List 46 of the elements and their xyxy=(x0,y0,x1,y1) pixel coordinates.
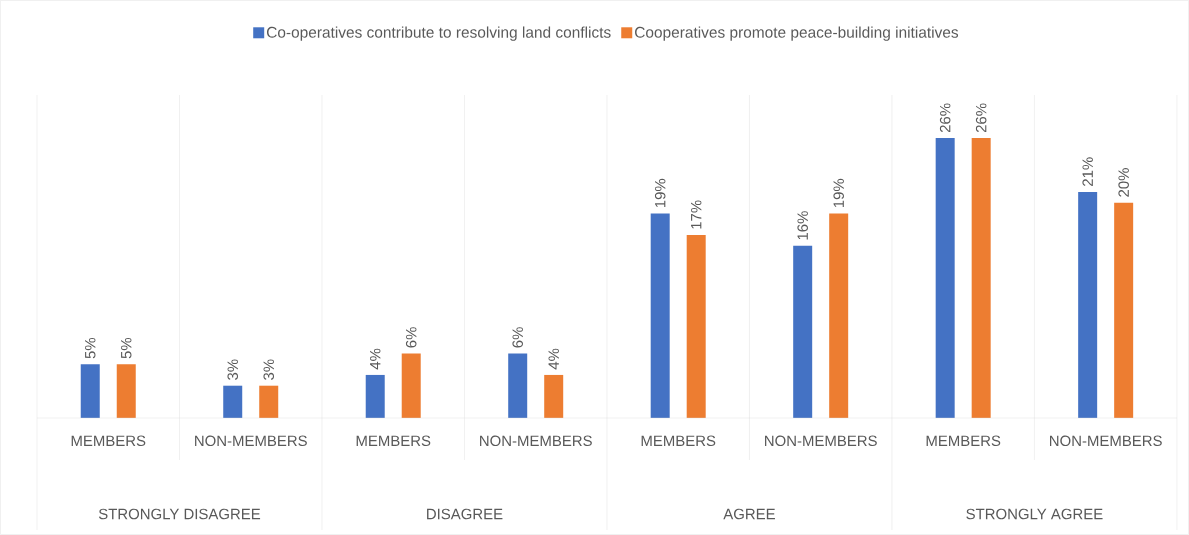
x-tick-label: MEMBERS xyxy=(926,435,1001,447)
bar xyxy=(793,245,813,418)
data-label: 3% xyxy=(263,359,275,380)
bar xyxy=(401,353,421,418)
bar xyxy=(223,385,243,418)
bar xyxy=(80,364,100,418)
bar xyxy=(1078,191,1098,418)
data-label: 26% xyxy=(975,103,987,133)
x-tick-label: NON-MEMBERS xyxy=(195,435,307,447)
data-label: 20% xyxy=(1118,168,1129,197)
data-label: 6% xyxy=(512,327,523,348)
bar xyxy=(116,364,136,418)
data-label: 5% xyxy=(85,337,96,359)
data-label: 26% xyxy=(939,103,951,133)
bar xyxy=(508,353,528,418)
x-tick-label: NON-MEMBERS xyxy=(1050,435,1162,447)
bar xyxy=(686,234,706,418)
x-tick-label: MEMBERS xyxy=(641,435,716,447)
bar xyxy=(935,138,955,418)
bar xyxy=(650,213,670,418)
text: STRONGLY DISAGREE xyxy=(98,508,261,520)
data-label: 16% xyxy=(797,211,808,240)
data-label: 6% xyxy=(405,327,417,348)
bar xyxy=(259,385,279,418)
bar xyxy=(544,374,564,418)
data-label: 4% xyxy=(370,348,381,370)
data-label: 17% xyxy=(690,200,702,229)
data-label: 4% xyxy=(548,348,559,370)
bar xyxy=(365,374,385,418)
legend-label: Co-operatives contribute to resolving land conflicts xyxy=(266,26,611,41)
text: AGREE xyxy=(723,508,775,520)
x-tick-label: NON-MEMBERS xyxy=(480,435,592,447)
bar xyxy=(1114,202,1134,418)
bar xyxy=(971,138,991,418)
data-label: 5% xyxy=(121,337,132,359)
x-tick-label: MEMBERS xyxy=(71,435,146,447)
text: STRONGLY AGREE xyxy=(966,508,1103,520)
data-label: 19% xyxy=(833,178,844,208)
bar xyxy=(829,213,849,418)
x-tick-label: NON-MEMBERS xyxy=(765,435,877,447)
data-label: 19% xyxy=(654,178,666,208)
legend-label: Cooperatives promote peace-building initiatives xyxy=(635,26,959,41)
data-label: 3% xyxy=(227,359,239,380)
data-label: 21% xyxy=(1082,157,1093,186)
x-tick-label: MEMBERS xyxy=(356,435,431,447)
text: DISAGREE xyxy=(427,508,503,520)
